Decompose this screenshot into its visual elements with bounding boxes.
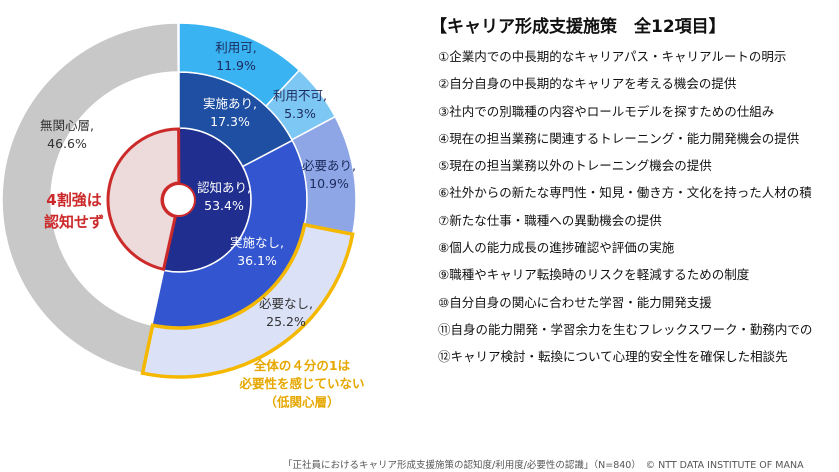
list-item: ⑦新たな仕事・職種への異動機会の提供 <box>438 212 662 228</box>
list-item: ⑫キャリア検討・転換について心理的安全性を確保した相談先 <box>438 349 788 365</box>
data-label-利用可: 利用可, 11.9% <box>215 40 256 73</box>
list-item: ②自分自身の中長期的なキャリアを考える機会の提供 <box>438 76 737 92</box>
list-item: ④現在の担当業務に関連するトレーニング・能力開発機会の提供 <box>438 130 800 146</box>
pie-slice-outer-4 <box>1 22 179 375</box>
sunburst-chart: 認知あり, 53.4% 実施あり, 17.3% 実施なし, 36.1% 利用可, 11.9% 利… <box>1 22 365 409</box>
list-item: ①企業内での中長期的なキャリアパス・キャリアルートの明示 <box>438 49 787 64</box>
list-title: 【キャリア形成支援施策 全12項目】 <box>430 17 726 37</box>
data-label-無関心層: 無関心層, 46.6% <box>40 118 94 151</box>
data-label-利用不可: 利用不可, 5.3% <box>273 88 327 121</box>
source-footer: 「正社員におけるキャリア形成支援施策の認知度/利用度/必要性の認識」（N=840… <box>283 460 804 471</box>
data-label-必要なし: 必要なし, 25.2% <box>259 296 313 329</box>
callout-low-interest: 全体の４分の1は必要性を感じていない（低関心層） <box>238 358 364 409</box>
data-label-実施なし: 実施なし, 36.1% <box>230 235 284 268</box>
highlight-not-aware <box>106 127 181 272</box>
data-label-認知あり: 認知あり, 53.4% <box>197 180 251 213</box>
data-label-必要あり: 必要あり, 10.9% <box>302 158 356 191</box>
list-item: ③社内での別職種の内容やロールモデルを探すための仕組み <box>438 103 775 119</box>
list-item: ⑥社外からの新たな専門性・知見・働き方・文化を持った人材の積 <box>438 185 812 201</box>
data-label-実施あり: 実施あり, 17.3% <box>203 96 257 129</box>
highlight-low-interest <box>140 222 355 379</box>
list-item: ⑪自身の能力開発・学習余力を生むフレックスワーク・勤務内での <box>438 321 813 337</box>
list-item: ⑨職種やキャリア転換時のリスクを軽減するための制度 <box>438 267 750 283</box>
list-item: ⑧個人の能力成長の進捗確認や評価の実施 <box>438 240 675 256</box>
callout-not-aware: 4割強は認知せず <box>44 191 104 231</box>
measure-list: ①企業内での中長期的なキャリアパス・キャリアルートの明示 ②自分自身の中長期的な… <box>438 47 812 375</box>
list-item: ⑤現在の担当業務以外のトレーニング機会の提供 <box>438 158 712 174</box>
list-item: ⑩自分自身の関心に合わせた学習・能力開発支援 <box>438 294 712 310</box>
